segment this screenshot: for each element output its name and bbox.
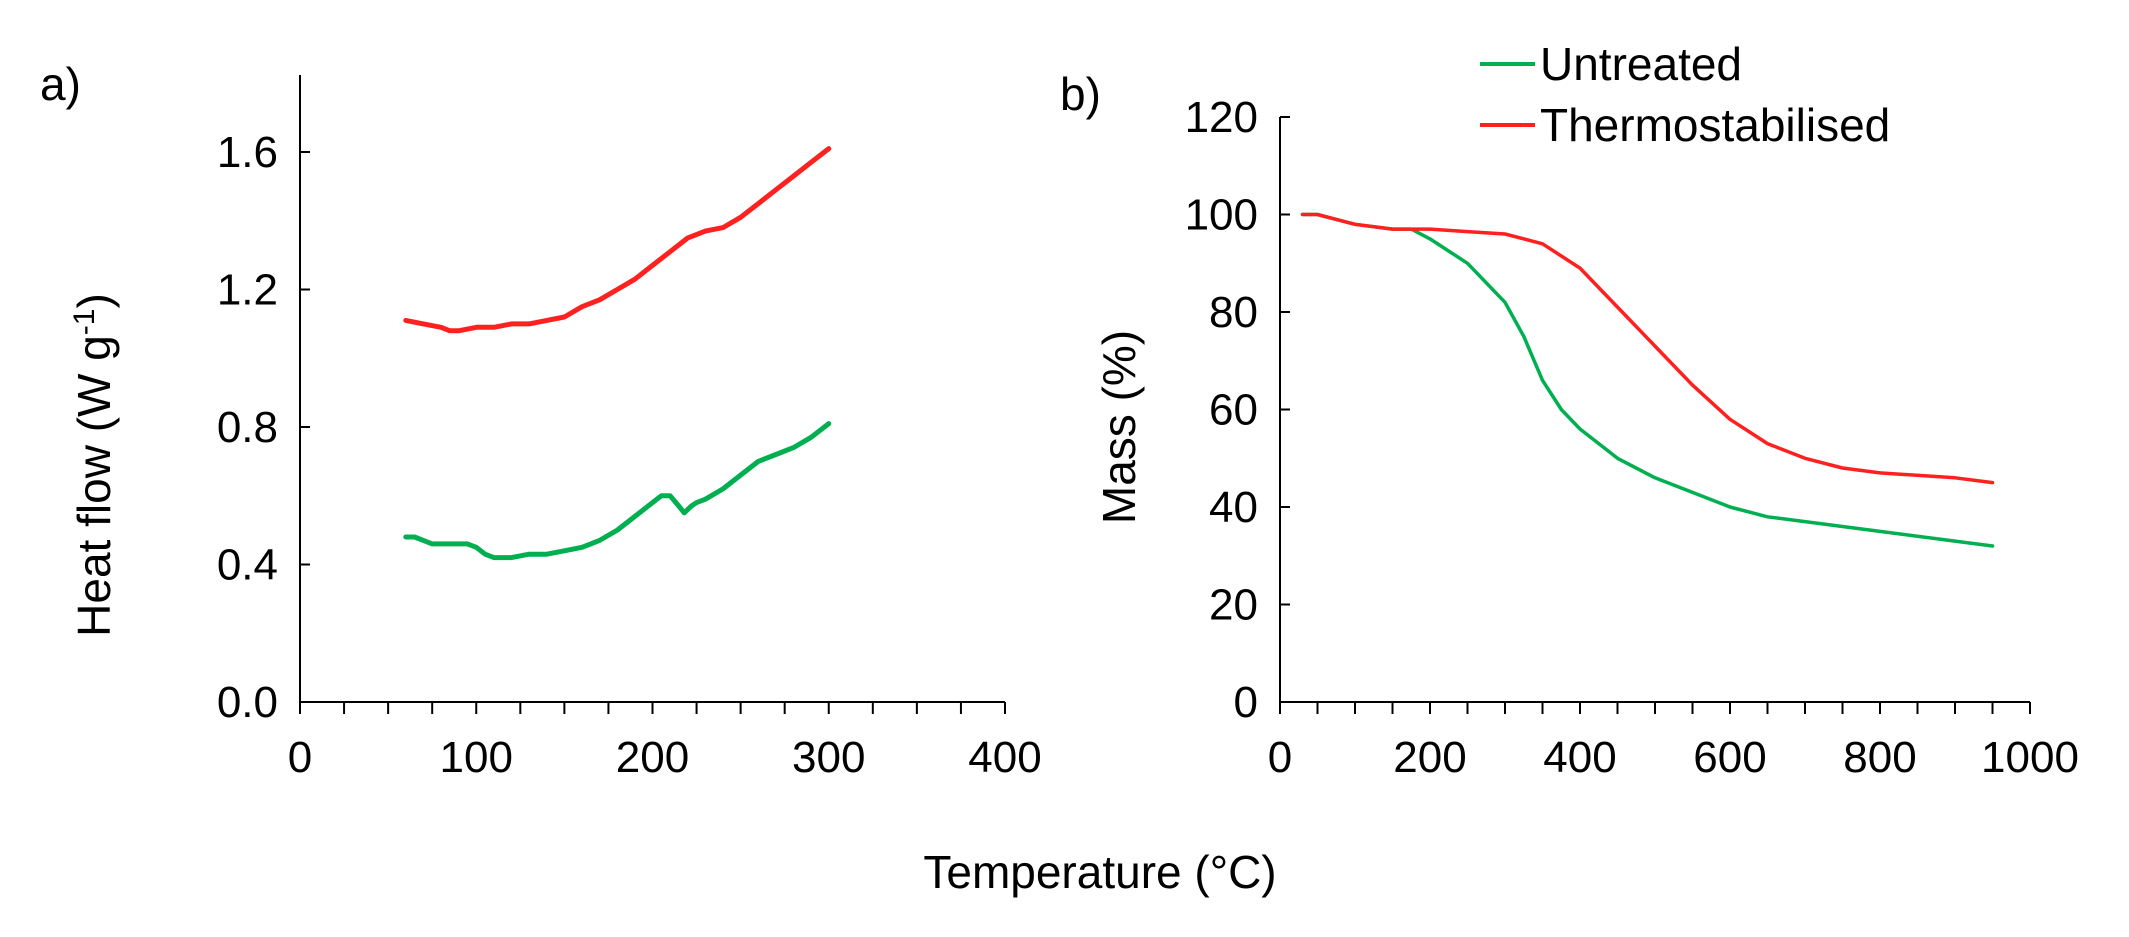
- panel-a-y-tick-label: 0.4: [217, 541, 278, 590]
- panel-a-x-tick-label: 0: [288, 733, 312, 782]
- panel-a-y-tick-label: 0.8: [217, 403, 278, 452]
- panel-b-x-tick-label: 800: [1843, 733, 1916, 782]
- panel-b-y-tick-label: 80: [1209, 288, 1258, 337]
- panel-b-mass-chart: b) Mass (%) 0 20 40 60 80 100 120 0 200 400 600 80…: [1060, 38, 2079, 782]
- panel-b-x-tick-label: 1000: [1981, 733, 2079, 782]
- panel-b-series-untreated: [1303, 215, 1993, 547]
- panel-b-x-tick-label: 600: [1693, 733, 1766, 782]
- panel-a-series-thermostabilised: [406, 149, 829, 331]
- panel-b-x-tick-label: 200: [1393, 733, 1466, 782]
- legend: Untreated Thermostabilised: [1480, 38, 1890, 151]
- panel-a-y-axis-title: Heat flow (W g-1): [68, 293, 120, 637]
- panel-b-y-tick-label: 0: [1234, 678, 1258, 727]
- panel-b-y-tick-label: 100: [1185, 191, 1258, 240]
- panel-a-y-tick-label: 0.0: [217, 678, 278, 727]
- panel-b-y-axis-title: Mass (%): [1093, 330, 1145, 524]
- panel-a-y-tick-label: 1.2: [217, 266, 278, 315]
- panel-b-y-tick-label: 120: [1185, 93, 1258, 142]
- panel-b-y-tick-label: 40: [1209, 483, 1258, 532]
- legend-label-untreated: Untreated: [1540, 38, 1742, 90]
- panel-a-series-untreated: [406, 424, 829, 558]
- panel-b-label: b): [1060, 68, 1101, 120]
- shared-x-axis-title: Temperature (°C): [923, 846, 1276, 898]
- panel-a-x-tick-label: 200: [616, 733, 689, 782]
- panel-a-label: a): [40, 58, 81, 110]
- legend-label-thermostabilised: Thermostabilised: [1540, 99, 1890, 151]
- panel-a-x-tick-label: 300: [792, 733, 865, 782]
- panel-a-heat-flow-chart: a) Heat flow (W g-1) 0.0 0.4 0.8 1.2 1.6 0 10…: [40, 58, 1042, 782]
- panel-a-y-tick-label: 1.6: [217, 128, 278, 177]
- panel-b-series-thermostabilised: [1303, 215, 1993, 483]
- panel-a-x-tick-label: 400: [968, 733, 1041, 782]
- panel-b-x-tick-label: 0: [1268, 733, 1292, 782]
- panel-b-y-tick-label: 20: [1209, 581, 1258, 630]
- panel-b-x-tick-label: 400: [1543, 733, 1616, 782]
- figure: a) Heat flow (W g-1) 0.0 0.4 0.8 1.2 1.6 0 10…: [0, 0, 2129, 937]
- panel-a-x-tick-label: 100: [440, 733, 513, 782]
- panel-b-y-tick-label: 60: [1209, 386, 1258, 435]
